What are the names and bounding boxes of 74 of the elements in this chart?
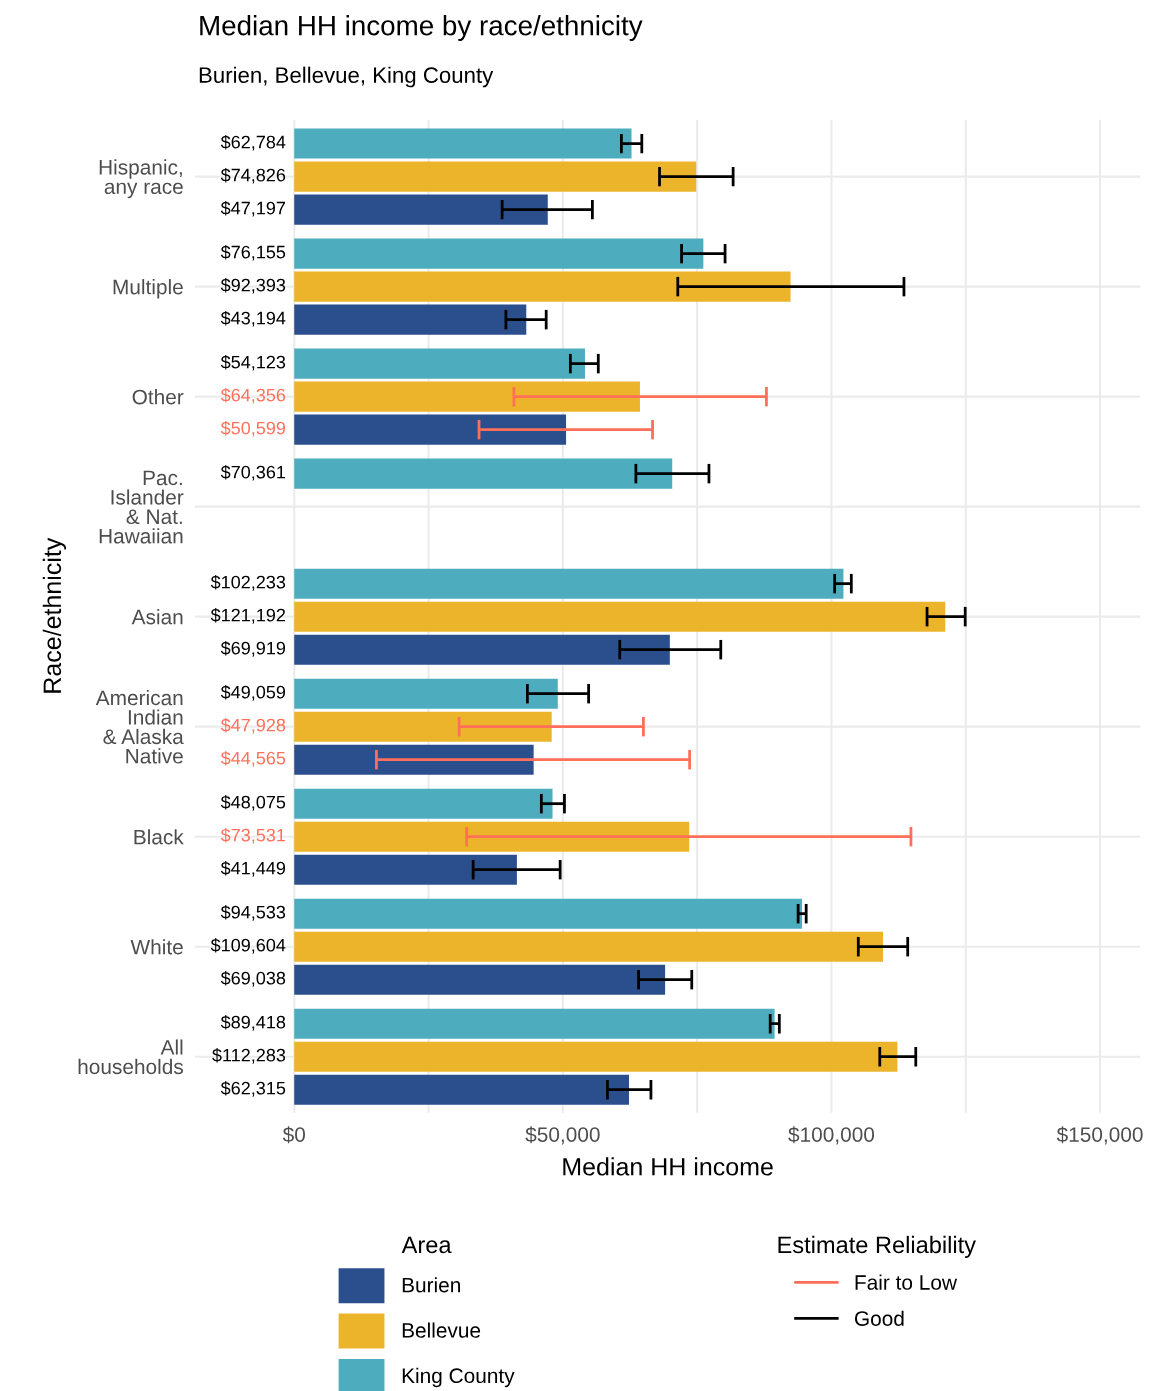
y-tick-label: All households xyxy=(78,1039,183,1075)
y-axis-title: Race/ethnicity xyxy=(42,537,67,693)
y-tick-label: Multiple xyxy=(113,279,183,299)
bar xyxy=(294,931,884,962)
bar xyxy=(294,161,697,192)
y-tick-label: Black xyxy=(134,829,184,845)
bar xyxy=(294,744,534,775)
data-label: $54,123 xyxy=(220,354,286,371)
x-tick-label: $50,000 xyxy=(525,1126,600,1145)
data-label: $92,393 xyxy=(220,277,286,294)
y-tick-label: Other xyxy=(132,389,184,405)
data-label: $89,418 xyxy=(220,1014,286,1031)
bar xyxy=(294,601,946,632)
legend-label: Fair to Low xyxy=(855,1274,958,1290)
data-label: $102,233 xyxy=(210,574,286,591)
data-label: $62,784 xyxy=(220,134,286,151)
bar xyxy=(294,788,553,819)
bar xyxy=(294,348,585,379)
data-label: $44,565 xyxy=(220,750,286,767)
data-label: $73,531 xyxy=(220,827,286,844)
bar xyxy=(294,821,690,852)
x-tick-label: $100,000 xyxy=(788,1126,875,1145)
data-label: $94,533 xyxy=(220,904,286,921)
data-label: $74,826 xyxy=(220,167,286,184)
legend-label: King County xyxy=(402,1367,515,1388)
legend-label: Burien xyxy=(402,1277,460,1293)
bar xyxy=(294,711,552,742)
y-tick-label: Hispanic, any race xyxy=(99,159,183,199)
bar xyxy=(294,238,704,269)
data-label: $47,197 xyxy=(220,200,285,217)
x-tick-label: $150,000 xyxy=(1056,1126,1143,1145)
x-axis-title: Median HH income xyxy=(563,1157,773,1176)
bar xyxy=(294,381,640,412)
bar xyxy=(294,414,567,445)
data-label: $47,928 xyxy=(220,717,286,734)
bar xyxy=(294,128,632,159)
data-label: $70,361 xyxy=(220,464,286,481)
bar xyxy=(294,194,548,225)
bar xyxy=(294,1008,775,1039)
legend-title: Area xyxy=(401,1236,452,1254)
data-label: $50,599 xyxy=(220,420,286,437)
legend-label: Good xyxy=(854,1310,904,1326)
data-label: $121,192 xyxy=(210,607,286,624)
bar xyxy=(294,1041,898,1072)
data-label: $112,283 xyxy=(212,1048,286,1064)
data-label: $43,194 xyxy=(220,310,286,327)
bar xyxy=(294,458,673,489)
data-label: $48,075 xyxy=(220,794,286,811)
data-label: $69,038 xyxy=(220,970,286,987)
data-label: $109,604 xyxy=(210,937,286,954)
bar xyxy=(294,634,670,665)
data-label: $76,155 xyxy=(220,244,286,261)
legend-label: Bellevue xyxy=(402,1322,481,1338)
bar xyxy=(294,304,527,335)
data-label: $41,449 xyxy=(220,860,286,877)
chart-subtitle: Burien, Bellevue, King County xyxy=(199,66,494,88)
text: Estimate Reliability xyxy=(778,1235,976,1258)
data-label: $49,059 xyxy=(220,684,286,701)
y-tick-label: American Indian & Alaska Native xyxy=(95,689,184,764)
y-tick-label: Pac. Islander & Nat. Hawaiian xyxy=(99,470,184,544)
bar xyxy=(294,1074,629,1105)
bar xyxy=(294,271,791,302)
chart-title: Median HH income by race/ethnicity xyxy=(200,15,643,41)
bar xyxy=(294,568,844,599)
bar xyxy=(294,964,666,995)
data-label: $62,315 xyxy=(220,1081,286,1097)
y-tick-label: Asian xyxy=(131,609,183,625)
data-label: $64,356 xyxy=(220,387,286,404)
x-tick-label: $0 xyxy=(282,1126,306,1144)
y-tick-label: White xyxy=(130,939,183,955)
bar xyxy=(294,898,803,929)
bar xyxy=(294,854,517,885)
data-label: $69,919 xyxy=(220,640,286,657)
bar xyxy=(294,678,558,709)
